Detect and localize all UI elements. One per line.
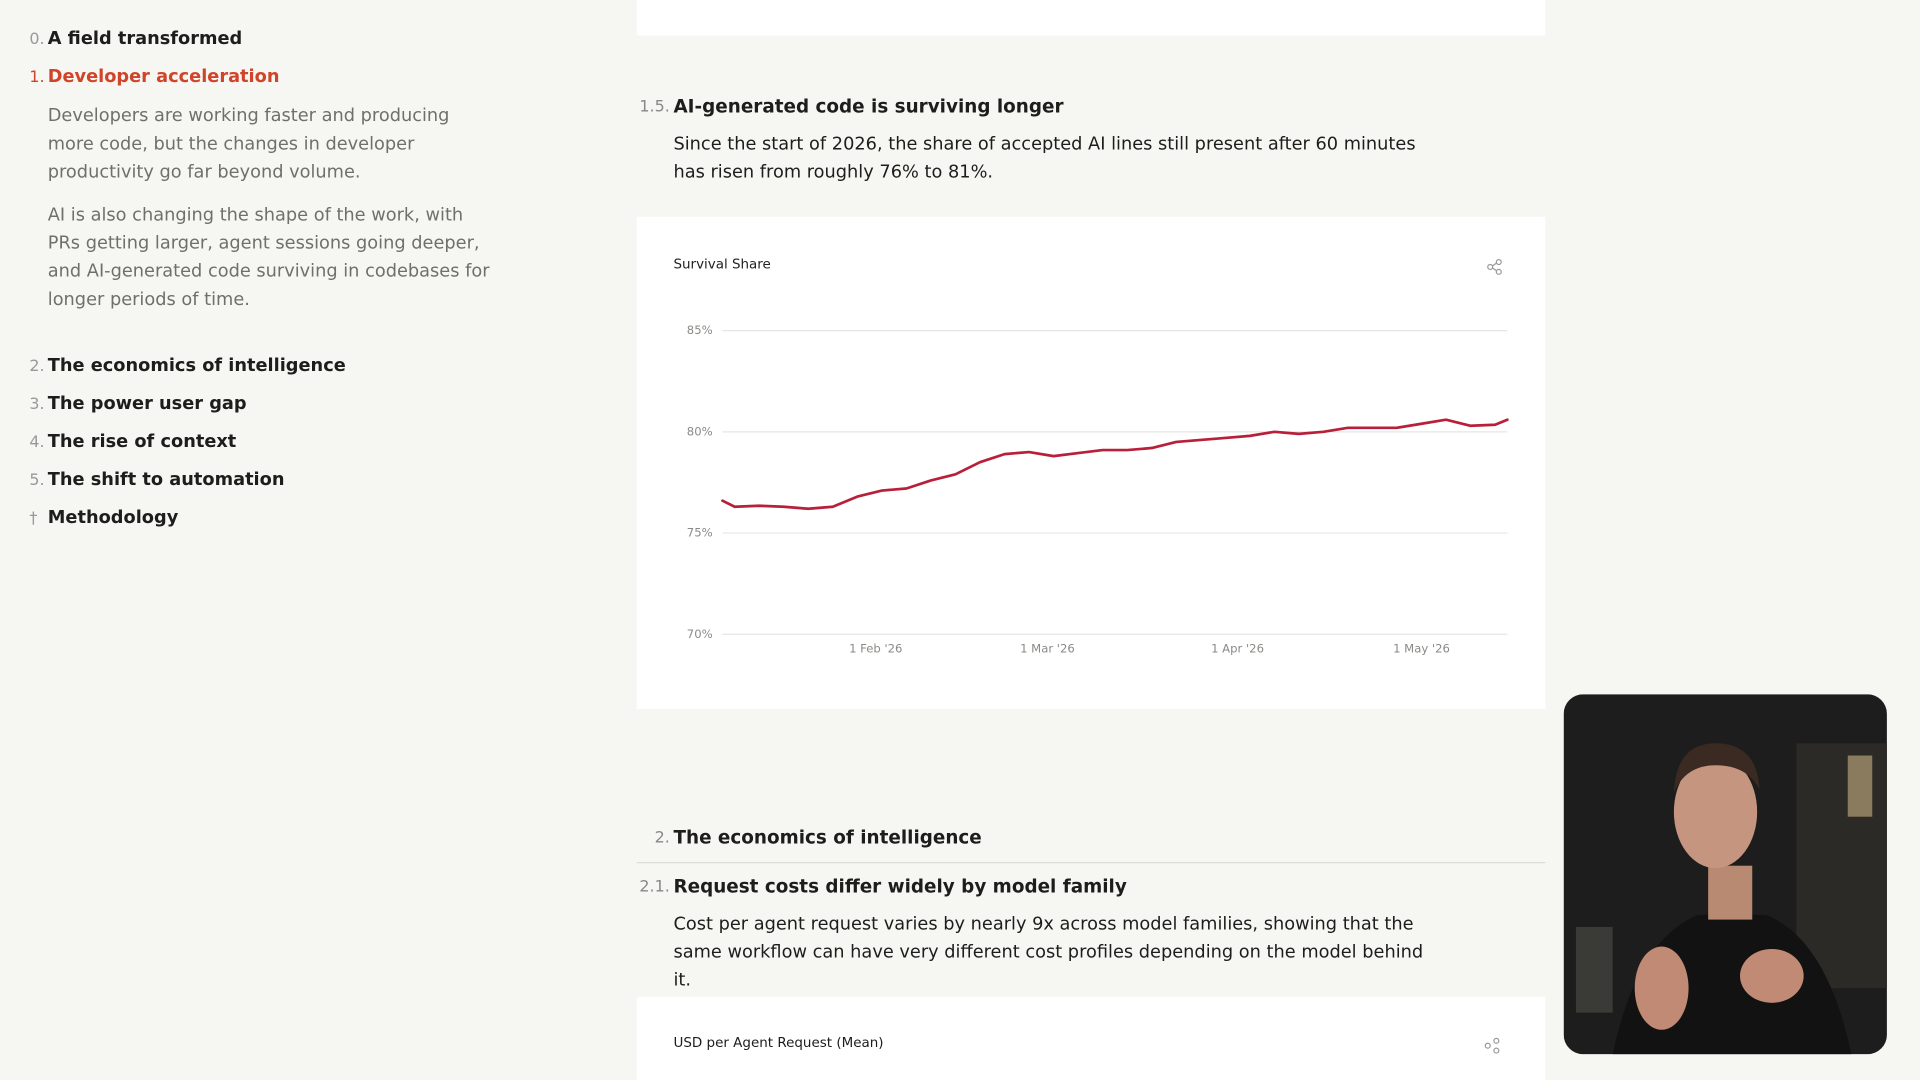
nav-item[interactable]: 3. The power user gap [29, 394, 246, 414]
nav-title: The rise of context [47, 432, 237, 452]
nav-title: A field transformed [47, 29, 243, 49]
section-title: The economics of intelligence [673, 826, 982, 849]
nav-title: The power user gap [47, 394, 247, 414]
nav-number: † [29, 509, 38, 528]
chart-title: USD per Agent Request (Mean) [673, 1034, 884, 1051]
nav-number: 0. [29, 30, 45, 49]
chart-card: Survival Share 70% 75% 80% 85% 1 Feb '26 1 Ma… [636, 216, 1546, 709]
x-tick-label: 1 Feb '26 [849, 641, 902, 655]
section-body: Since the start of 2026, the share of ac… [673, 134, 1416, 183]
nav-item[interactable]: † Methodology [29, 508, 178, 528]
nav-number: 5. [29, 471, 45, 490]
section-title: Request costs differ widely by model fam… [673, 875, 1127, 898]
x-tick-label: 1 Mar '26 [1020, 641, 1075, 655]
chart: Survival Share 70% 75% 80% 85% 1 Feb '26 1 Ma… [673, 257, 1509, 655]
chart-title: Survival Share [673, 257, 770, 272]
y-tick-label: 80% [687, 424, 713, 438]
nav-item[interactable]: 4. The rise of context [29, 432, 236, 452]
video-overlay[interactable] [1563, 694, 1887, 1055]
nav-number: 3. [29, 395, 45, 414]
nav-paragraph: Developers are working faster and produc… [47, 106, 450, 183]
nav-number: 4. [29, 433, 45, 452]
section-number: 2.1. [639, 877, 670, 897]
nav-item[interactable]: 2. The economics of intelligence [29, 356, 345, 376]
share-icon[interactable] [1487, 258, 1502, 275]
chart-card: USD per Agent Request (Mean) [636, 996, 1546, 1080]
nav-number: 2. [29, 357, 45, 376]
x-tick-label: 1 May '26 [1393, 641, 1450, 655]
nav-number: 1. [29, 68, 45, 87]
y-tick-label: 75% [687, 526, 713, 540]
nav-item[interactable]: 0. A field transformed [29, 29, 242, 49]
data-line [721, 418, 1509, 511]
section-body: Cost per agent request varies by nearly … [673, 914, 1424, 991]
nav-item[interactable]: 5. The shift to automation [29, 470, 284, 490]
nav-title: The shift to automation [47, 470, 285, 490]
section-title: AI-generated code is surviving longer [673, 95, 1064, 118]
nav-title: The economics of intelligence [47, 356, 346, 376]
nav-title: Methodology [47, 508, 179, 528]
card [636, 0, 1546, 36]
nav-item[interactable]: 1. Developer acceleration [29, 67, 279, 87]
section-number: 1.5. [639, 97, 670, 117]
divider [636, 862, 1546, 864]
nav-title: Developer acceleration [47, 67, 280, 87]
share-icon[interactable] [1482, 1037, 1502, 1054]
nav-paragraph: AI is also changing the shape of the wor… [47, 205, 490, 310]
x-tick-label: 1 Apr '26 [1211, 641, 1264, 655]
section-number: 2. [654, 828, 670, 848]
y-tick-label: 85% [687, 323, 713, 337]
y-tick-label: 70% [687, 627, 713, 641]
